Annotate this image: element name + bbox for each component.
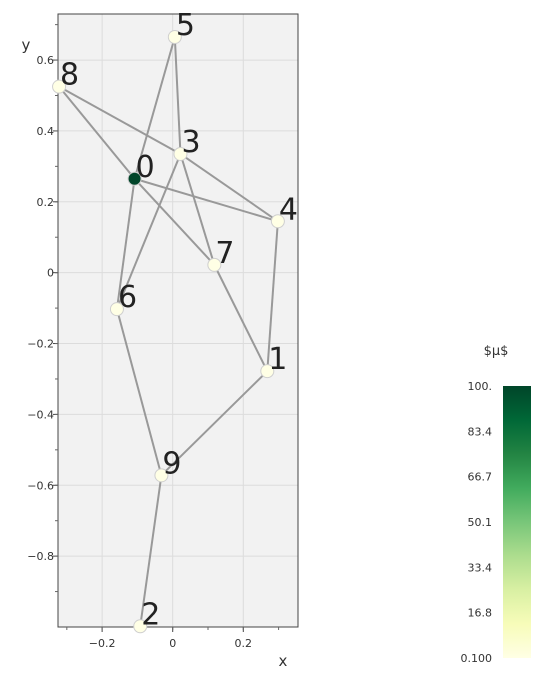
- edge-8-0: [58, 86, 136, 180]
- edge-0-5: [133, 36, 176, 180]
- colorbar-ticks: 0.100 16.8 33.4 50.1 66.7 83.4 100.: [461, 380, 493, 665]
- colorbar-tick-label: 100.: [468, 380, 493, 393]
- y-tick-label: −0.2: [27, 338, 54, 351]
- node-labels: 0 1 2 3 4 5 6 7 8 9: [60, 8, 298, 632]
- x-axis-label: x: [279, 652, 288, 670]
- node-3: [173, 146, 188, 161]
- edge-0-4: [134, 177, 279, 223]
- node-label-8: 8: [60, 58, 79, 93]
- x-tick-label: 0: [169, 637, 176, 650]
- node-9: [154, 468, 169, 483]
- node-label-6: 6: [118, 280, 137, 315]
- edge-5-3: [173, 36, 182, 155]
- node-4: [270, 214, 285, 229]
- y-tick-label: −0.6: [27, 479, 54, 492]
- y-tick-label: 0.2: [37, 196, 55, 209]
- colorbar-tick-label: 16.8: [468, 607, 493, 620]
- y-tick-label: −0.8: [27, 550, 54, 563]
- edge-4-1: [266, 221, 279, 372]
- edge-3-4: [179, 153, 279, 223]
- graph-edges: [58, 36, 279, 627]
- node-6: [109, 302, 124, 317]
- node-label-4: 4: [279, 192, 298, 227]
- node-8: [52, 79, 67, 94]
- x-tick-label: 0.2: [235, 637, 253, 650]
- node-7: [207, 257, 222, 272]
- colorbar: $μ$ 0.100 16.8 33.4 50.1 66.7 83.4 100.: [461, 344, 531, 665]
- node-5: [167, 30, 182, 45]
- node-label-9: 9: [162, 446, 181, 481]
- y-tick-label: 0.4: [37, 125, 55, 138]
- node-label-2: 2: [141, 597, 160, 632]
- edge-0-7: [133, 178, 216, 266]
- x-tick-label: −0.2: [89, 637, 116, 650]
- edge-1-9: [160, 370, 268, 477]
- graph-nodes: [52, 30, 285, 634]
- edge-0-6: [115, 178, 136, 310]
- node-label-0: 0: [136, 150, 155, 185]
- node-label-3: 3: [181, 125, 200, 160]
- colorbar-tick-label: 83.4: [468, 425, 493, 438]
- node-2: [133, 619, 148, 634]
- node-label-5: 5: [176, 8, 195, 43]
- plot-frame: [57, 13, 299, 628]
- node-0: [127, 171, 142, 186]
- y-tick-label: −0.4: [27, 408, 54, 421]
- edge-6-9: [115, 308, 163, 476]
- axis-ticks: −0.2 0 0.2 0.6 0.4 0.2 0 −0.2 −0.4 −0.6 −0.8: [27, 24, 280, 650]
- y-tick-label: 0: [47, 267, 54, 280]
- y-tick-label: 0.6: [37, 54, 55, 67]
- colorbar-scale: [503, 386, 531, 658]
- colorbar-tick-label: 66.7: [468, 471, 493, 484]
- edge-7-1: [213, 264, 269, 372]
- colorbar-tick-label: 33.4: [468, 561, 493, 574]
- colorbar-tick-label: 50.1: [468, 516, 493, 529]
- edge-9-2: [139, 475, 163, 627]
- node-1: [260, 364, 275, 379]
- node-label-1: 1: [268, 342, 287, 377]
- y-axis-label: y: [22, 36, 31, 54]
- node-label-7: 7: [215, 236, 234, 271]
- edge-3-7: [179, 153, 216, 266]
- edge-8-3: [58, 85, 181, 155]
- edge-3-6: [116, 153, 182, 310]
- grid-lines: [58, 14, 298, 627]
- colorbar-tick-label: 0.100: [461, 652, 493, 665]
- colorbar-title: $μ$: [484, 344, 509, 359]
